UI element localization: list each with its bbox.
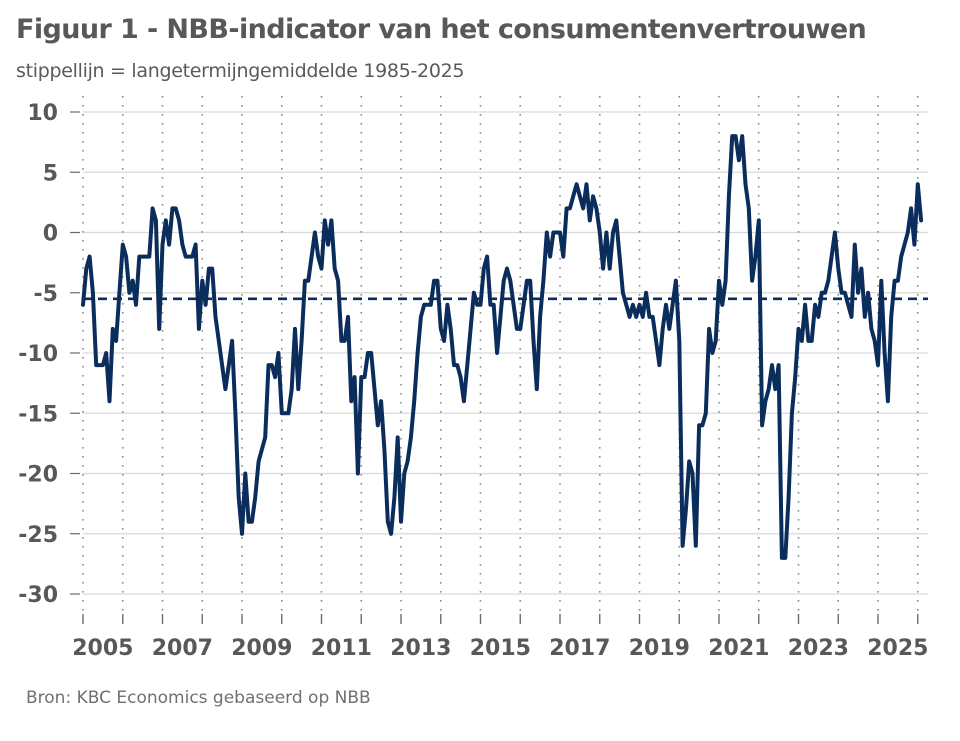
x-tick-label: 2023	[788, 636, 849, 661]
y-tick-label: -5	[34, 282, 58, 307]
series-layer	[81, 134, 924, 560]
x-tick-label: 2017	[549, 636, 610, 661]
y-tick-label: 10	[27, 101, 58, 126]
y-tick-label: -15	[18, 402, 58, 427]
x-tick-label: 2019	[629, 636, 690, 661]
x-axis: 2005 2007 2009 2011 2013 2015 2017 2019 2021 2023…	[72, 614, 928, 661]
x-tick-label: 2005	[72, 636, 133, 661]
consumer-confidence-line	[81, 134, 924, 560]
y-tick-label: -25	[18, 523, 58, 548]
x-tick-label: 2009	[231, 636, 292, 661]
source-note: Bron: KBC Economics gebaseerd op NBB	[26, 688, 371, 708]
chart-title: Figuur 1 - NBB-indicator van het consume…	[16, 14, 867, 45]
x-tick-label: 2025	[867, 636, 928, 661]
y-tick-label: 0	[43, 222, 58, 247]
x-tick-label: 2007	[152, 636, 213, 661]
y-tick-label: -30	[18, 583, 58, 608]
y-tick-label: -20	[18, 463, 58, 488]
x-tick-label: 2015	[470, 636, 531, 661]
y-axis: 10 5 0 -5 -10 -15 -20 -25 -30	[18, 101, 80, 608]
horizontal-gridlines	[83, 111, 928, 595]
x-tick-label: 2011	[311, 636, 372, 661]
x-tick-label: 2013	[390, 636, 451, 661]
y-tick-label: 5	[43, 161, 58, 186]
y-tick-label: -10	[18, 342, 58, 367]
vertical-gridlines	[82, 96, 919, 612]
chart-subtitle: stippellijn = langetermijngemiddelde 198…	[16, 60, 465, 82]
x-tick-label: 2021	[708, 636, 769, 661]
